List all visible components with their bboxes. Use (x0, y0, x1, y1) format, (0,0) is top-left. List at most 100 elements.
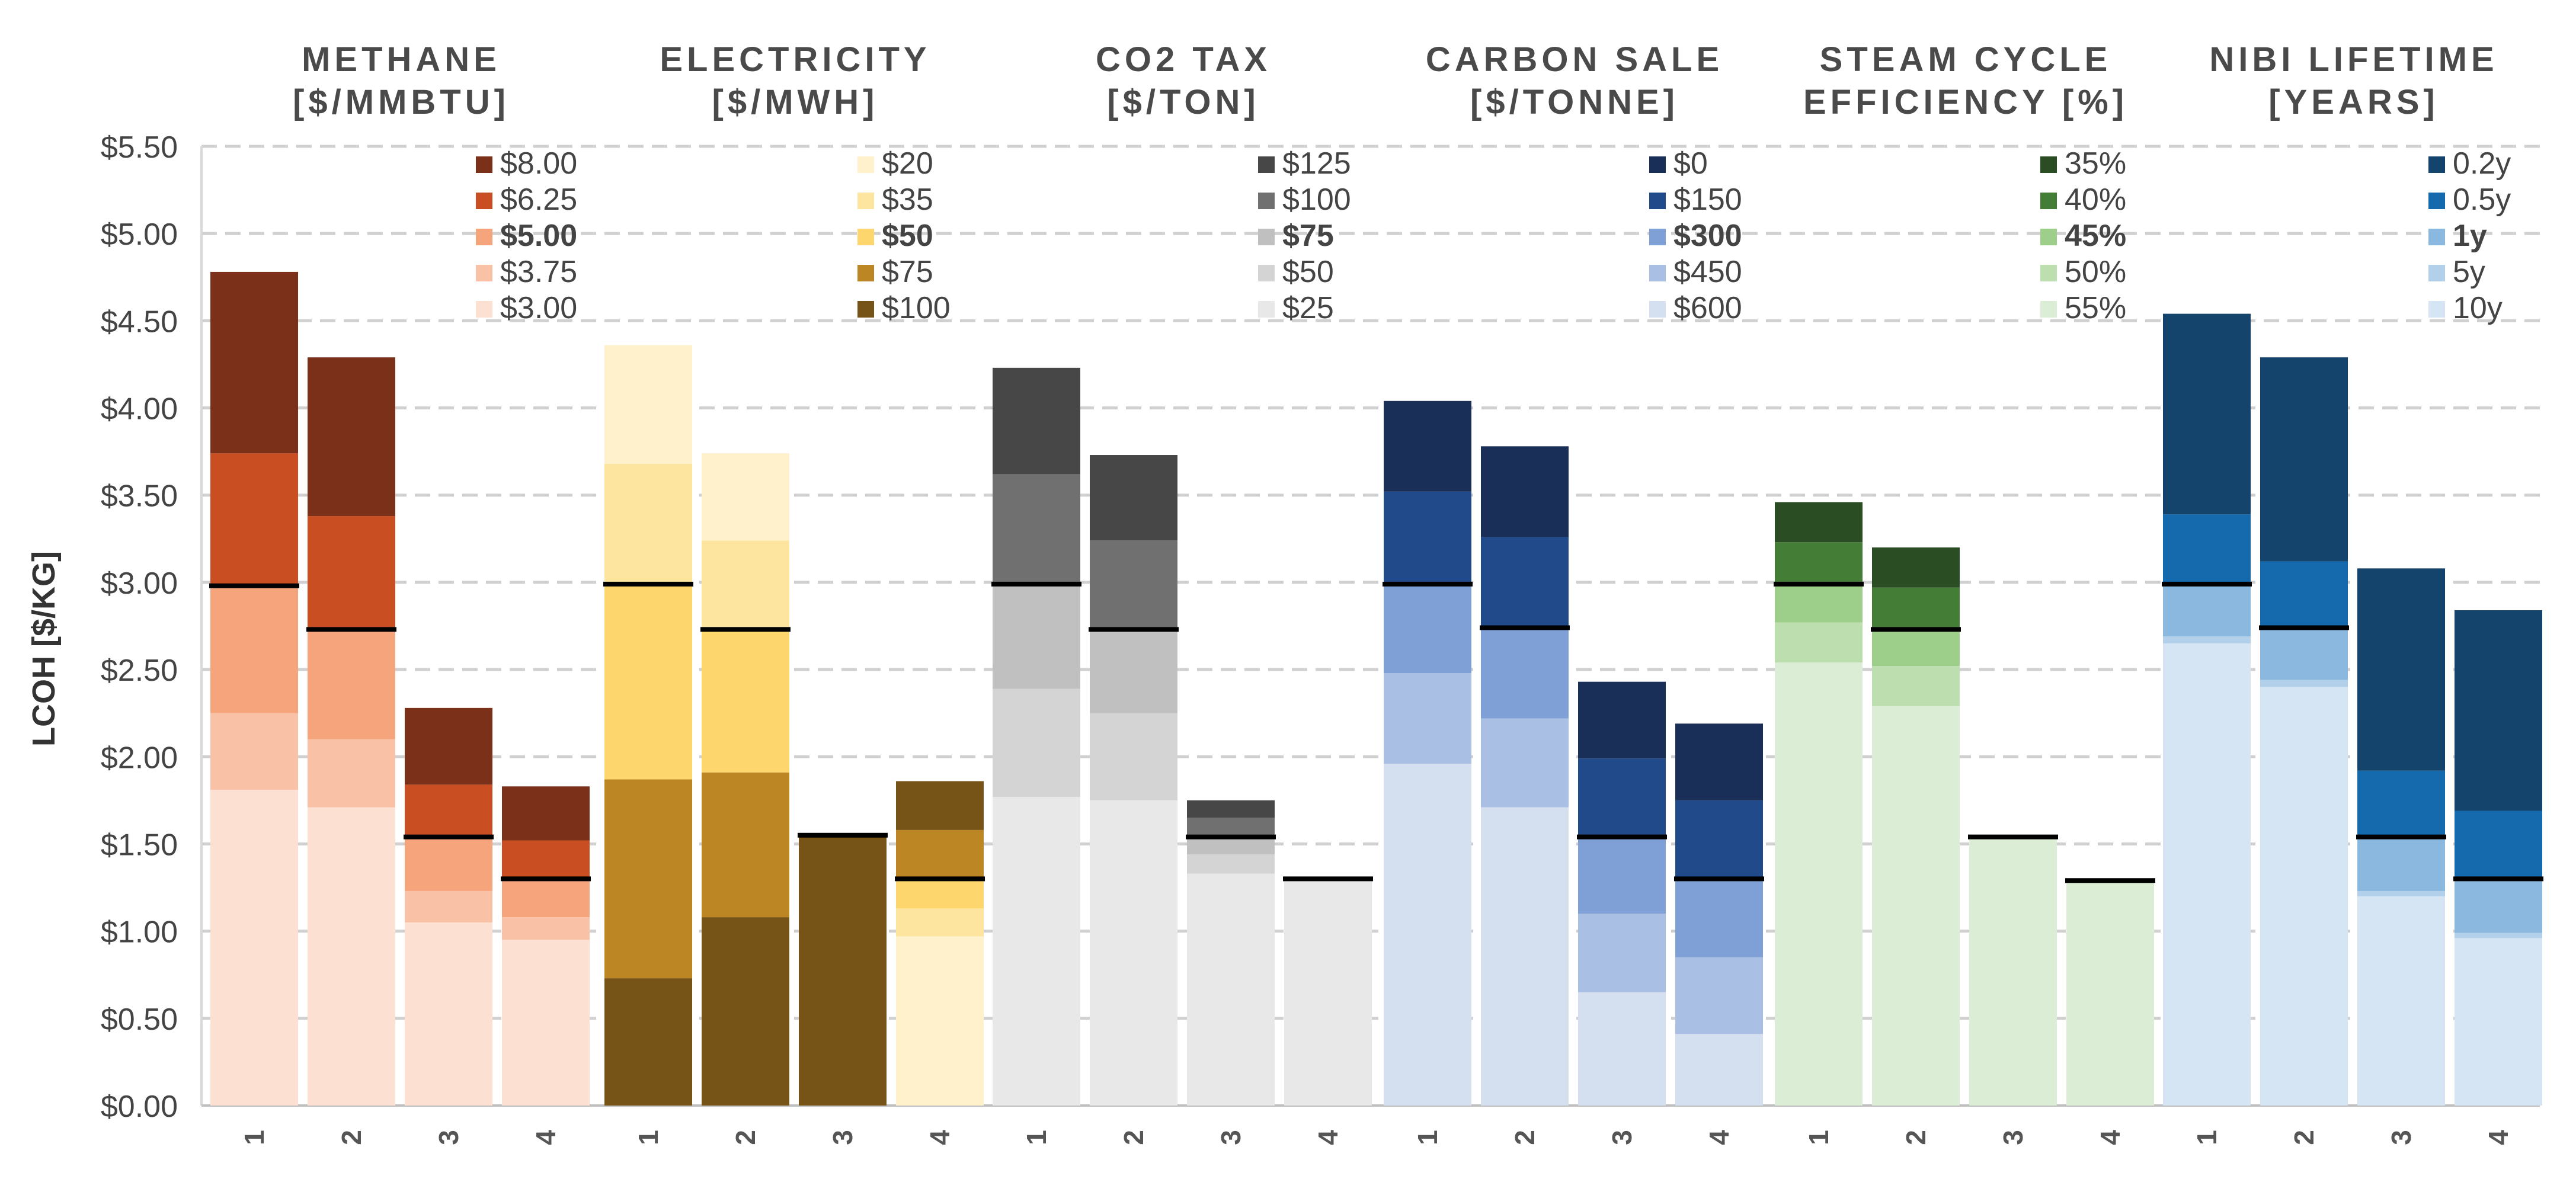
legend-label: $35 (882, 182, 933, 217)
bar-segment (1578, 681, 1666, 759)
bar-segment (1775, 584, 1863, 623)
bar-segment (1969, 837, 2057, 1106)
legend-swatch (2040, 301, 2057, 318)
legend-label: $8.00 (500, 146, 577, 181)
legend-swatch (1649, 193, 1666, 209)
bar-segment (1090, 713, 1177, 800)
legend-label: 0.2y (2453, 146, 2511, 181)
bar-segment (799, 835, 887, 1106)
bar-segment (2357, 890, 2445, 896)
bar-segment (2357, 896, 2445, 1106)
bar-segment (1578, 992, 1666, 1106)
bar-segment (2260, 680, 2348, 687)
legend-label: 50% (2065, 255, 2126, 289)
x-tick-label: 4 (924, 1130, 955, 1145)
bar-segment (604, 345, 692, 464)
bar-segment (1872, 706, 1960, 1106)
bar-segment (210, 713, 298, 790)
bar-segment (2260, 687, 2348, 1106)
x-tick-label: 1 (1412, 1130, 1443, 1145)
bar-segment (1284, 879, 1372, 1106)
legend-label: $50 (882, 219, 933, 253)
bar-segment (896, 908, 984, 937)
panel-1: METHANE [$/MMBTU] 1 2 3 4 $8.00$6.25$5.00$3.75… (209, 40, 591, 1145)
y-tick-label: $2.00 (101, 741, 178, 775)
panel-title-line: [$/MWH] (712, 83, 879, 121)
legend-label: $150 (1673, 182, 1742, 217)
legend-swatch (1258, 229, 1275, 245)
bar-segment (993, 688, 1080, 797)
legend-swatch (2040, 265, 2057, 281)
legend-swatch (857, 265, 874, 281)
bar-segment (1872, 666, 1960, 706)
x-tick-label: 3 (2386, 1130, 2417, 1145)
legend-label: $450 (1673, 255, 1742, 289)
legend-label: $3.00 (500, 291, 577, 325)
panel-title-line: STEAM CYCLE (1820, 40, 2112, 79)
legend-swatch (1258, 265, 1275, 281)
bar-segment (2455, 938, 2542, 1106)
bar-segment (993, 367, 1080, 475)
bar-segment (2455, 610, 2542, 811)
legend-label: 40% (2065, 182, 2126, 217)
legend-swatch (2428, 193, 2445, 209)
legend-swatch (1649, 156, 1666, 173)
bar-segment (502, 917, 590, 940)
bar-segment (2260, 561, 2348, 628)
bar-segment (405, 707, 492, 785)
bar-segment (308, 739, 395, 808)
bar-segment (2163, 636, 2251, 643)
bar-segment (604, 463, 692, 584)
bar-segment (1384, 584, 1471, 673)
legend-label: $75 (1282, 219, 1334, 253)
bar-segment (1481, 446, 1569, 537)
bar-segment (896, 879, 984, 909)
bar-segment (1187, 854, 1275, 874)
bar-segment (2163, 643, 2251, 1106)
legend-swatch (2428, 265, 2445, 281)
bar-segment (2163, 584, 2251, 637)
bar-segment (1578, 914, 1666, 992)
y-tick-label: $5.00 (101, 217, 178, 252)
bar-segment (2066, 880, 2154, 1106)
bar-segment (896, 781, 984, 830)
legend-label: 5y (2453, 255, 2485, 289)
bar-segment (1675, 879, 1763, 957)
bar-segment (502, 879, 590, 918)
legend-swatch (476, 193, 492, 209)
legend-label: $5.00 (500, 219, 577, 253)
legend-swatch (2040, 156, 2057, 173)
y-axis-ticks: $0.00 $0.50 $1.00 $1.50 $2.00 $2.50 $3.00 $3.50… (101, 130, 178, 1124)
bar-segment (702, 540, 789, 630)
bar-segment (2357, 568, 2445, 771)
bar-segment (702, 772, 789, 918)
bar-segment (1187, 873, 1275, 1106)
bar-segment (604, 584, 692, 780)
legend-label: $600 (1673, 291, 1742, 325)
panel-title-line: CARBON SALE (1426, 40, 1723, 79)
bar-segment (2163, 514, 2251, 584)
panel-title-line: [$/MMBTU] (293, 83, 510, 121)
bar-segment (1090, 540, 1177, 630)
legend-label: 0.5y (2453, 182, 2511, 217)
y-tick-label: $4.00 (101, 392, 178, 427)
bar-segment (1187, 837, 1275, 855)
bar-segment (1775, 502, 1863, 543)
x-tick-label: 1 (2191, 1130, 2222, 1145)
legend-swatch (476, 301, 492, 318)
bar-segment (1775, 662, 1863, 1106)
bar-segment (1090, 629, 1177, 713)
panel-title-line: EFFICIENCY [%] (1803, 83, 2128, 121)
panel-title-line: [YEARS] (2268, 83, 2439, 121)
legend-label: $0 (1673, 146, 1708, 181)
bar-segment (896, 829, 984, 879)
x-tick-label: 4 (1313, 1130, 1343, 1145)
x-tick-label: 1 (239, 1130, 270, 1145)
x-tick-label: 1 (1803, 1130, 1834, 1145)
y-tick-label: $0.50 (101, 1002, 178, 1037)
y-axis-label: LCOH [$/KG] (26, 551, 62, 747)
bar-segment (210, 271, 298, 454)
legend-label: 10y (2453, 291, 2503, 325)
y-tick-label: $1.00 (101, 915, 178, 950)
bar-segment (1481, 807, 1569, 1106)
